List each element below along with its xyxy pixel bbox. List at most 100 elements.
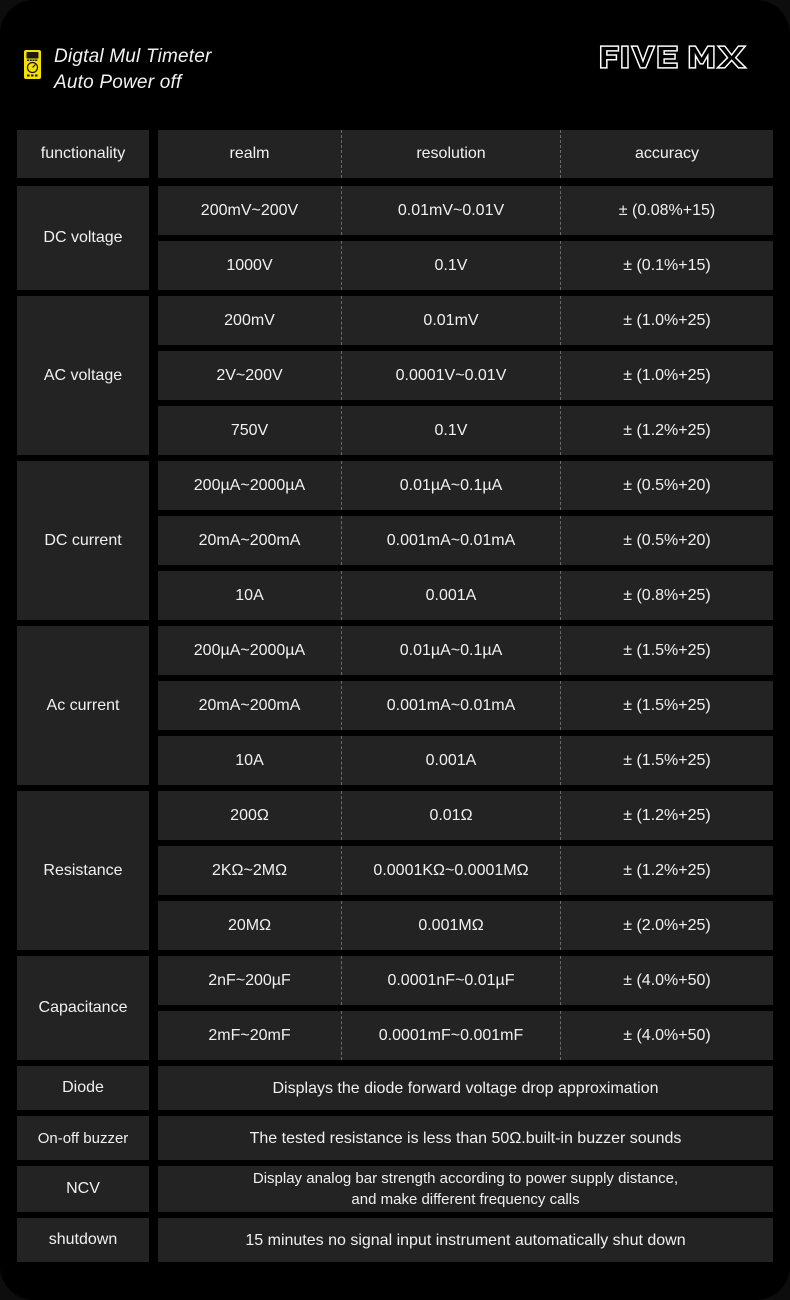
table-row: 2nF~200µF 0.0001nF~0.01µF ± (4.0%+50): [158, 956, 773, 1005]
table-row: 200mV~200V 0.01mV~0.01V ± (0.08%+15): [158, 186, 773, 235]
cell-resolution: 0.1V: [341, 241, 561, 290]
row-gap: [17, 178, 773, 186]
table-row: 15 minutes no signal input instrument au…: [158, 1218, 773, 1262]
table-row-diode: Diode Displays the diode forward voltage…: [17, 1066, 773, 1110]
cell-realm: 200µA~2000µA: [193, 641, 306, 659]
table-row-shutdown: shutdown 15 minutes no signal input inst…: [17, 1218, 773, 1262]
table-row: 2mF~20mF 0.0001mF~0.001mF ± (4.0%+50): [158, 1011, 773, 1060]
table-group-dc-voltage: DC voltage 200mV~200V 0.01mV~0.01V ± (0.…: [17, 186, 773, 290]
cell-accuracy: ± (1.2%+25): [623, 806, 711, 824]
column-gap: [149, 130, 158, 178]
cell-realm: 1000V: [226, 256, 273, 274]
cell-realm: 200µA~2000µA: [193, 476, 306, 494]
table-group-resistance: Resistance 200Ω 0.01Ω ± (1.2%+25) 2KΩ~2M…: [17, 791, 773, 950]
column-gap: [149, 1166, 158, 1212]
column-header-realm: realm: [229, 145, 270, 162]
cell-realm: 20mA~200mA: [198, 531, 301, 549]
cell-accuracy: ± (0.8%+25): [623, 586, 711, 604]
cell-resolution: 0.001A: [341, 736, 561, 785]
table-group-capacitance: Capacitance 2nF~200µF 0.0001nF~0.01µF ± …: [17, 956, 773, 1060]
cell-resolution: 0.001A: [341, 571, 561, 620]
cell-realm: 2nF~200µF: [208, 971, 291, 989]
column-gap: [149, 626, 158, 785]
cell-resolution: 0.01mV: [341, 296, 561, 345]
group-label: Diode: [17, 1066, 149, 1110]
cell-resolution: 0.01Ω: [341, 791, 561, 840]
product-title-line-1: Digtal Mul Timeter: [54, 46, 212, 67]
cell-description: 15 minutes no signal input instrument au…: [245, 1231, 686, 1249]
cell-accuracy: ± (1.2%+25): [623, 421, 711, 439]
table-row: 2V~200V 0.0001V~0.01V ± (1.0%+25): [158, 351, 773, 400]
column-header-functionality: functionality: [17, 130, 149, 178]
product-brand-block: Digtal Mul Timeter Auto Power off: [24, 44, 212, 96]
cell-resolution: 0.01mV~0.01V: [341, 186, 561, 235]
table-row: 2KΩ~2MΩ 0.0001KΩ~0.0001MΩ ± (1.2%+25): [158, 846, 773, 895]
group-label: NCV: [17, 1166, 149, 1212]
cell-accuracy: ± (4.0%+50): [623, 971, 711, 989]
row-gap: [17, 1212, 773, 1218]
table-row: Display analog bar strength according to…: [158, 1166, 773, 1212]
table-row: Displays the diode forward voltage drop …: [158, 1066, 773, 1110]
cell-realm: 2mF~20mF: [208, 1026, 291, 1044]
product-title: Digtal Mul Timeter Auto Power off: [54, 44, 212, 96]
cell-realm: 200mV: [224, 311, 275, 329]
cell-accuracy: ± (1.5%+25): [623, 641, 711, 659]
table-group-dc-current: DC current 200µA~2000µA 0.01µA~0.1µA ± (…: [17, 461, 773, 620]
cell-resolution: 0.001MΩ: [341, 901, 561, 950]
column-gap: [149, 956, 158, 1060]
cell-accuracy: ± (0.5%+20): [623, 476, 711, 494]
cell-resolution: 0.01µA~0.1µA: [341, 626, 561, 675]
cell-resolution: 0.0001nF~0.01µF: [341, 956, 561, 1005]
cell-description-line-2: and make different frequency calls: [351, 1191, 580, 1208]
cell-realm: 2V~200V: [216, 366, 283, 384]
group-label: Capacitance: [17, 956, 149, 1060]
cell-resolution: 0.01µA~0.1µA: [341, 461, 561, 510]
table-row: 1000V 0.1V ± (0.1%+15): [158, 241, 773, 290]
table-row-ncv: NCV Display analog bar strength accordin…: [17, 1166, 773, 1212]
brand-logo-fivemx: [600, 45, 749, 69]
specification-table: functionality realm resolution accuracy …: [17, 130, 773, 1262]
column-gap: [149, 186, 158, 290]
table-group-ac-current: Ac current 200µA~2000µA 0.01µA~0.1µA ± (…: [17, 626, 773, 785]
group-label: Resistance: [17, 791, 149, 950]
row-gap: [17, 785, 773, 791]
group-label: DC current: [17, 461, 149, 620]
cell-realm: 20mA~200mA: [198, 696, 301, 714]
row-gap: [17, 950, 773, 956]
row-gap: [17, 455, 773, 461]
row-gap: [17, 1110, 773, 1116]
table-row: 20mA~200mA 0.001mA~0.01mA ± (0.5%+20): [158, 516, 773, 565]
table-row-on-off-buzzer: On-off buzzer The tested resistance is l…: [17, 1116, 773, 1160]
cell-realm: 750V: [230, 421, 269, 439]
column-gap: [149, 791, 158, 950]
table-row: 200µA~2000µA 0.01µA~0.1µA ± (1.5%+25): [158, 626, 773, 675]
product-title-line-2: Auto Power off: [54, 72, 182, 93]
cell-realm: 10A: [235, 751, 264, 769]
column-gap: [149, 1116, 158, 1160]
group-label: On-off buzzer: [17, 1116, 149, 1160]
column-header-resolution: resolution: [341, 130, 561, 178]
cell-accuracy: ± (1.0%+25): [623, 311, 711, 329]
group-label: Ac current: [17, 626, 149, 785]
table-row: 750V 0.1V ± (1.2%+25): [158, 406, 773, 455]
group-label: shutdown: [17, 1218, 149, 1262]
row-gap: [17, 1160, 773, 1166]
cell-accuracy: ± (1.5%+25): [623, 751, 711, 769]
table-row: 20MΩ 0.001MΩ ± (2.0%+25): [158, 901, 773, 950]
table-row: 200Ω 0.01Ω ± (1.2%+25): [158, 791, 773, 840]
cell-realm: 20MΩ: [227, 916, 272, 934]
cell-accuracy: ± (0.5%+20): [623, 531, 711, 549]
cell-accuracy: ± (1.2%+25): [623, 861, 711, 879]
cell-accuracy: ± (1.5%+25): [623, 696, 711, 714]
table-row: 10A 0.001A ± (0.8%+25): [158, 571, 773, 620]
column-gap: [149, 1218, 158, 1262]
group-label: DC voltage: [17, 186, 149, 290]
header: Digtal Mul Timeter Auto Power off: [0, 0, 790, 128]
cell-resolution: 0.0001mF~0.001mF: [341, 1011, 561, 1060]
table-row: 20mA~200mA 0.001mA~0.01mA ± (1.5%+25): [158, 681, 773, 730]
row-gap: [17, 620, 773, 626]
cell-realm: 10A: [235, 586, 264, 604]
column-gap: [149, 1066, 158, 1110]
cell-resolution: 0.001mA~0.01mA: [341, 681, 561, 730]
